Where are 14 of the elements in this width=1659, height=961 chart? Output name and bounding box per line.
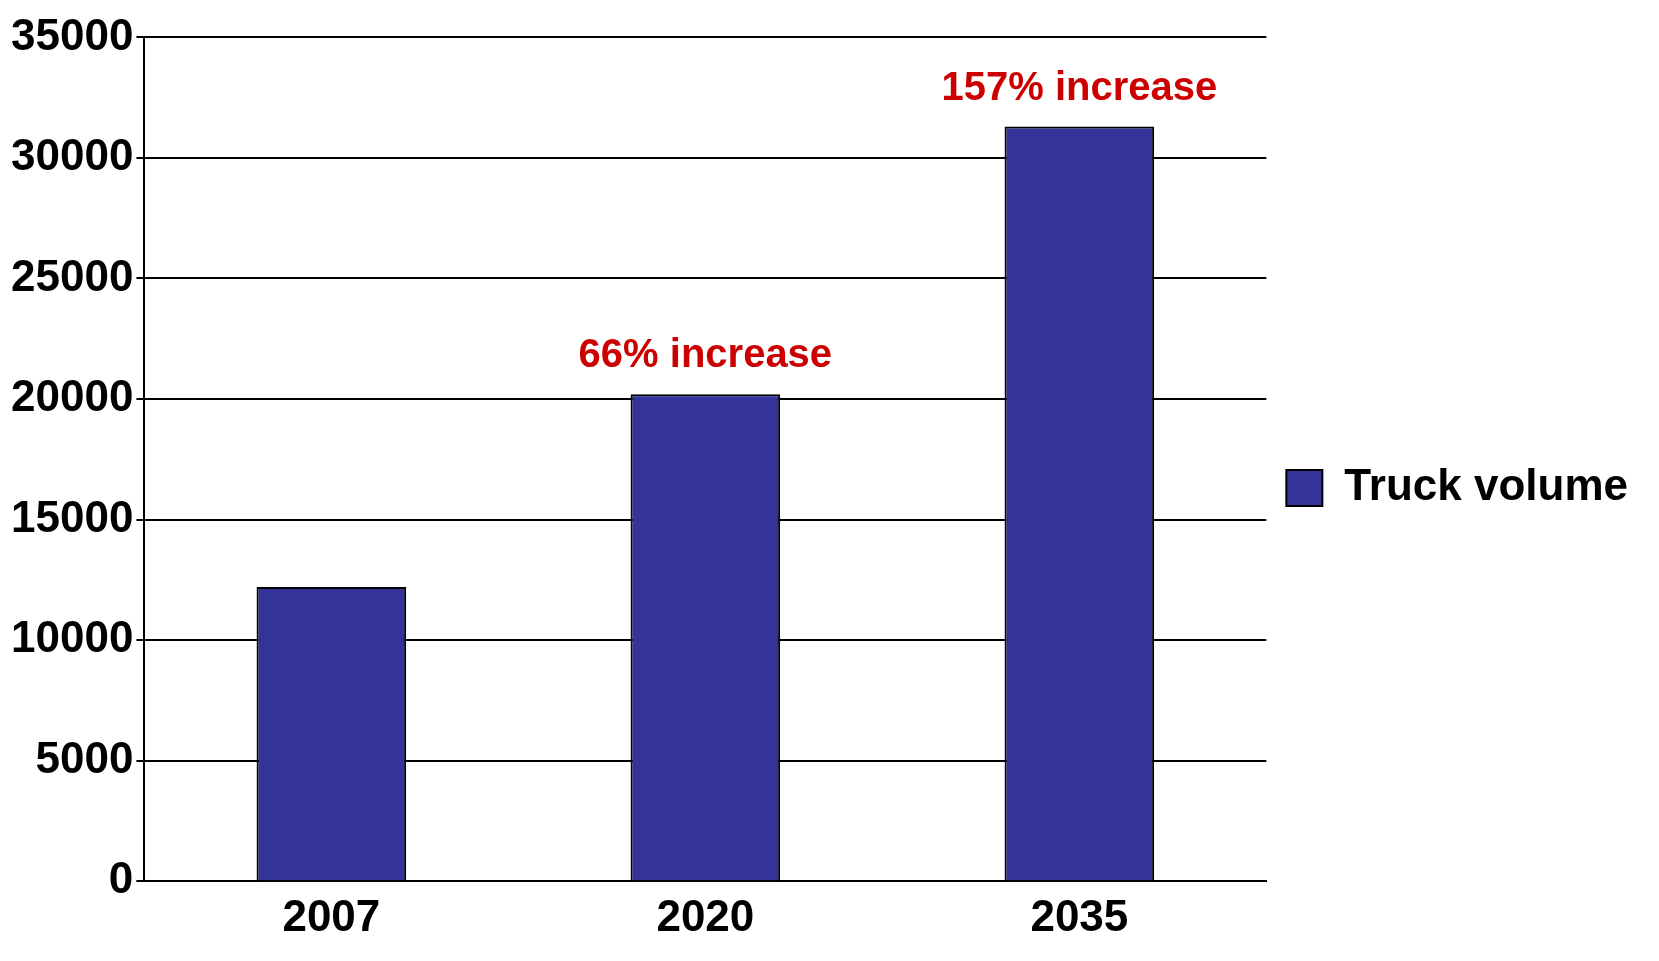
x-tick-label: 2007 bbox=[282, 890, 381, 940]
x-tick-label: 2035 bbox=[1030, 890, 1129, 940]
y-tick-label: 25000 bbox=[10, 250, 134, 300]
y-tick-label: 35000 bbox=[10, 9, 134, 59]
y-tick-label: 0 bbox=[108, 853, 134, 903]
x-tick-label: 2020 bbox=[656, 890, 755, 940]
y-tick-label: 20000 bbox=[10, 371, 134, 421]
legend-label: Truck volume bbox=[1344, 460, 1629, 510]
annotation: 66% increase bbox=[578, 331, 833, 376]
y-tick-label: 15000 bbox=[10, 491, 134, 541]
y-tick-label: 10000 bbox=[10, 612, 134, 662]
annotation: 157% increase bbox=[941, 63, 1218, 108]
y-tick-label: 5000 bbox=[35, 732, 134, 782]
y-tick-label: 30000 bbox=[10, 130, 134, 180]
